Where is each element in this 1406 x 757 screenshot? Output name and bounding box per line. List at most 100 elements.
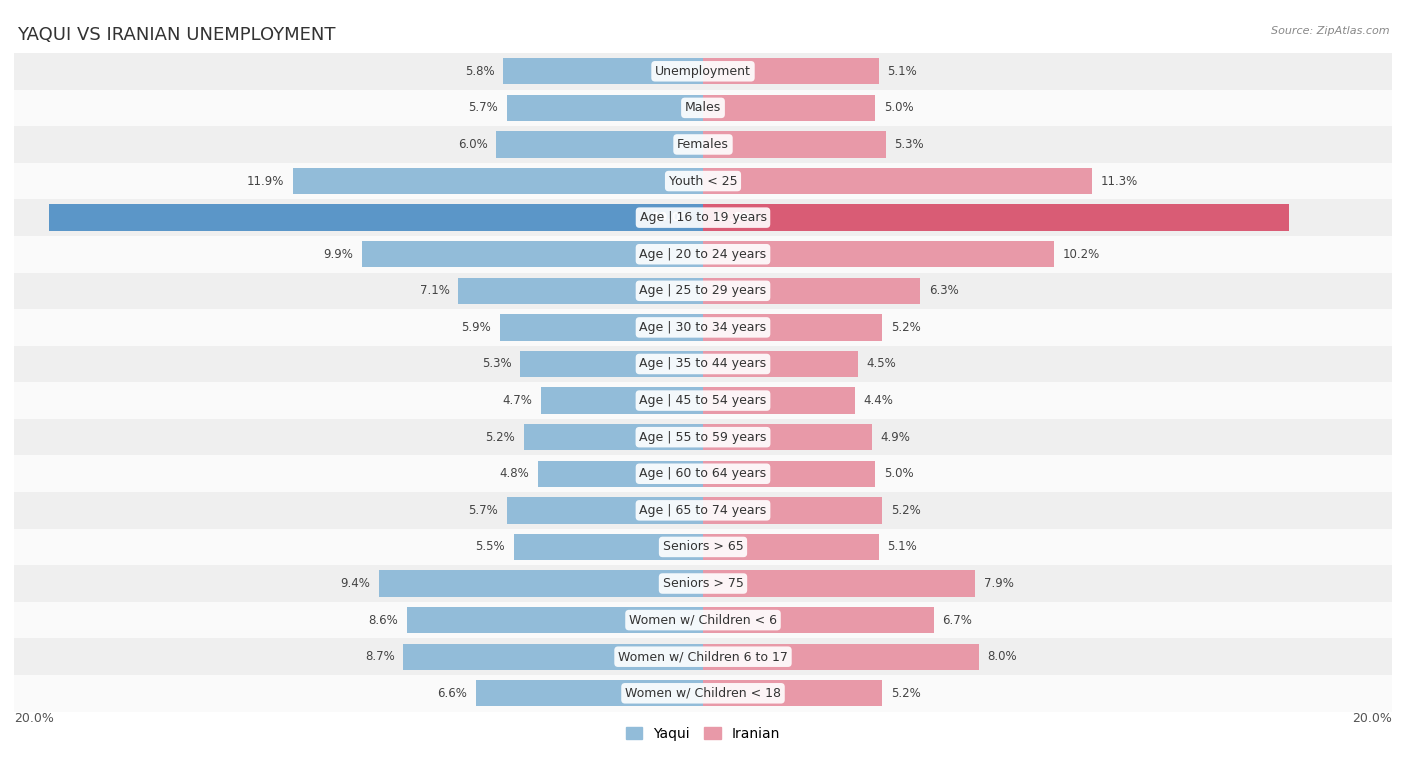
Bar bbox=[520, 350, 703, 377]
Bar bbox=[14, 456, 1392, 492]
Text: 5.3%: 5.3% bbox=[482, 357, 512, 370]
Bar bbox=[703, 168, 1092, 195]
Bar bbox=[14, 528, 1392, 565]
Text: Age | 35 to 44 years: Age | 35 to 44 years bbox=[640, 357, 766, 370]
Text: Women w/ Children 6 to 17: Women w/ Children 6 to 17 bbox=[619, 650, 787, 663]
Text: 6.7%: 6.7% bbox=[942, 614, 973, 627]
Text: 5.3%: 5.3% bbox=[894, 138, 924, 151]
Text: Unemployment: Unemployment bbox=[655, 65, 751, 78]
Text: Females: Females bbox=[678, 138, 728, 151]
Bar bbox=[380, 570, 703, 597]
Text: 4.8%: 4.8% bbox=[499, 467, 529, 480]
Text: 5.7%: 5.7% bbox=[468, 504, 498, 517]
Text: 10.2%: 10.2% bbox=[1063, 248, 1101, 260]
Text: YAQUI VS IRANIAN UNEMPLOYMENT: YAQUI VS IRANIAN UNEMPLOYMENT bbox=[17, 26, 336, 45]
Text: 5.7%: 5.7% bbox=[468, 101, 498, 114]
Text: 20.0%: 20.0% bbox=[1353, 712, 1392, 724]
Bar bbox=[703, 460, 875, 487]
Text: 11.9%: 11.9% bbox=[247, 175, 284, 188]
Text: 5.5%: 5.5% bbox=[475, 540, 505, 553]
Bar bbox=[703, 497, 882, 524]
Text: 5.0%: 5.0% bbox=[884, 467, 914, 480]
Text: 4.4%: 4.4% bbox=[863, 394, 893, 407]
Text: 5.2%: 5.2% bbox=[891, 687, 921, 699]
Bar bbox=[703, 607, 934, 634]
Bar bbox=[703, 314, 882, 341]
Bar bbox=[703, 204, 1289, 231]
Bar bbox=[14, 602, 1392, 638]
Text: 8.0%: 8.0% bbox=[987, 650, 1017, 663]
Bar bbox=[292, 168, 703, 195]
Bar bbox=[703, 278, 920, 304]
Bar bbox=[496, 131, 703, 157]
Bar bbox=[703, 388, 855, 414]
Bar bbox=[14, 309, 1392, 346]
Bar bbox=[406, 607, 703, 634]
Bar bbox=[14, 492, 1392, 528]
Bar bbox=[541, 388, 703, 414]
Bar bbox=[14, 638, 1392, 675]
Text: 5.2%: 5.2% bbox=[891, 321, 921, 334]
Bar bbox=[703, 643, 979, 670]
Text: 9.4%: 9.4% bbox=[340, 577, 371, 590]
Text: 5.8%: 5.8% bbox=[465, 65, 495, 78]
Text: Age | 55 to 59 years: Age | 55 to 59 years bbox=[640, 431, 766, 444]
Text: 6.0%: 6.0% bbox=[458, 138, 488, 151]
Text: 7.9%: 7.9% bbox=[984, 577, 1014, 590]
Bar bbox=[404, 643, 703, 670]
Bar bbox=[48, 204, 703, 231]
Bar bbox=[703, 350, 858, 377]
Bar bbox=[506, 95, 703, 121]
Text: Age | 20 to 24 years: Age | 20 to 24 years bbox=[640, 248, 766, 260]
Text: Women w/ Children < 18: Women w/ Children < 18 bbox=[626, 687, 780, 699]
Bar bbox=[524, 424, 703, 450]
Bar bbox=[14, 273, 1392, 309]
Text: Age | 30 to 34 years: Age | 30 to 34 years bbox=[640, 321, 766, 334]
Bar bbox=[14, 675, 1392, 712]
Bar bbox=[14, 53, 1392, 89]
Text: 5.2%: 5.2% bbox=[891, 504, 921, 517]
Text: Age | 16 to 19 years: Age | 16 to 19 years bbox=[640, 211, 766, 224]
Bar bbox=[703, 95, 875, 121]
Text: 5.1%: 5.1% bbox=[887, 540, 917, 553]
Text: Seniors > 65: Seniors > 65 bbox=[662, 540, 744, 553]
Bar bbox=[14, 346, 1392, 382]
Bar bbox=[14, 382, 1392, 419]
Bar bbox=[14, 236, 1392, 273]
Bar bbox=[14, 89, 1392, 126]
Text: 6.3%: 6.3% bbox=[928, 285, 959, 298]
Bar bbox=[703, 131, 886, 157]
Text: 20.0%: 20.0% bbox=[14, 712, 53, 724]
Text: 5.2%: 5.2% bbox=[485, 431, 515, 444]
Text: Males: Males bbox=[685, 101, 721, 114]
Bar bbox=[475, 680, 703, 706]
Text: 7.1%: 7.1% bbox=[420, 285, 450, 298]
Bar bbox=[703, 570, 976, 597]
Bar bbox=[703, 241, 1054, 267]
Bar bbox=[703, 534, 879, 560]
Text: 5.1%: 5.1% bbox=[887, 65, 917, 78]
Text: Women w/ Children < 6: Women w/ Children < 6 bbox=[628, 614, 778, 627]
Bar bbox=[14, 199, 1392, 236]
Text: Source: ZipAtlas.com: Source: ZipAtlas.com bbox=[1271, 26, 1389, 36]
Bar bbox=[703, 424, 872, 450]
Text: 5.9%: 5.9% bbox=[461, 321, 491, 334]
Bar bbox=[506, 497, 703, 524]
Text: Age | 65 to 74 years: Age | 65 to 74 years bbox=[640, 504, 766, 517]
Bar bbox=[14, 419, 1392, 456]
Text: Age | 45 to 54 years: Age | 45 to 54 years bbox=[640, 394, 766, 407]
Text: 11.3%: 11.3% bbox=[1101, 175, 1137, 188]
Text: Seniors > 75: Seniors > 75 bbox=[662, 577, 744, 590]
Text: 6.6%: 6.6% bbox=[437, 687, 467, 699]
Bar bbox=[14, 126, 1392, 163]
Bar bbox=[499, 314, 703, 341]
Text: 5.0%: 5.0% bbox=[884, 101, 914, 114]
Bar bbox=[14, 163, 1392, 199]
Text: 4.5%: 4.5% bbox=[866, 357, 897, 370]
Bar bbox=[513, 534, 703, 560]
Text: Age | 60 to 64 years: Age | 60 to 64 years bbox=[640, 467, 766, 480]
Text: 4.9%: 4.9% bbox=[880, 431, 910, 444]
Text: 4.7%: 4.7% bbox=[502, 394, 533, 407]
Bar bbox=[703, 58, 879, 85]
Text: 17.0%: 17.0% bbox=[713, 211, 754, 224]
